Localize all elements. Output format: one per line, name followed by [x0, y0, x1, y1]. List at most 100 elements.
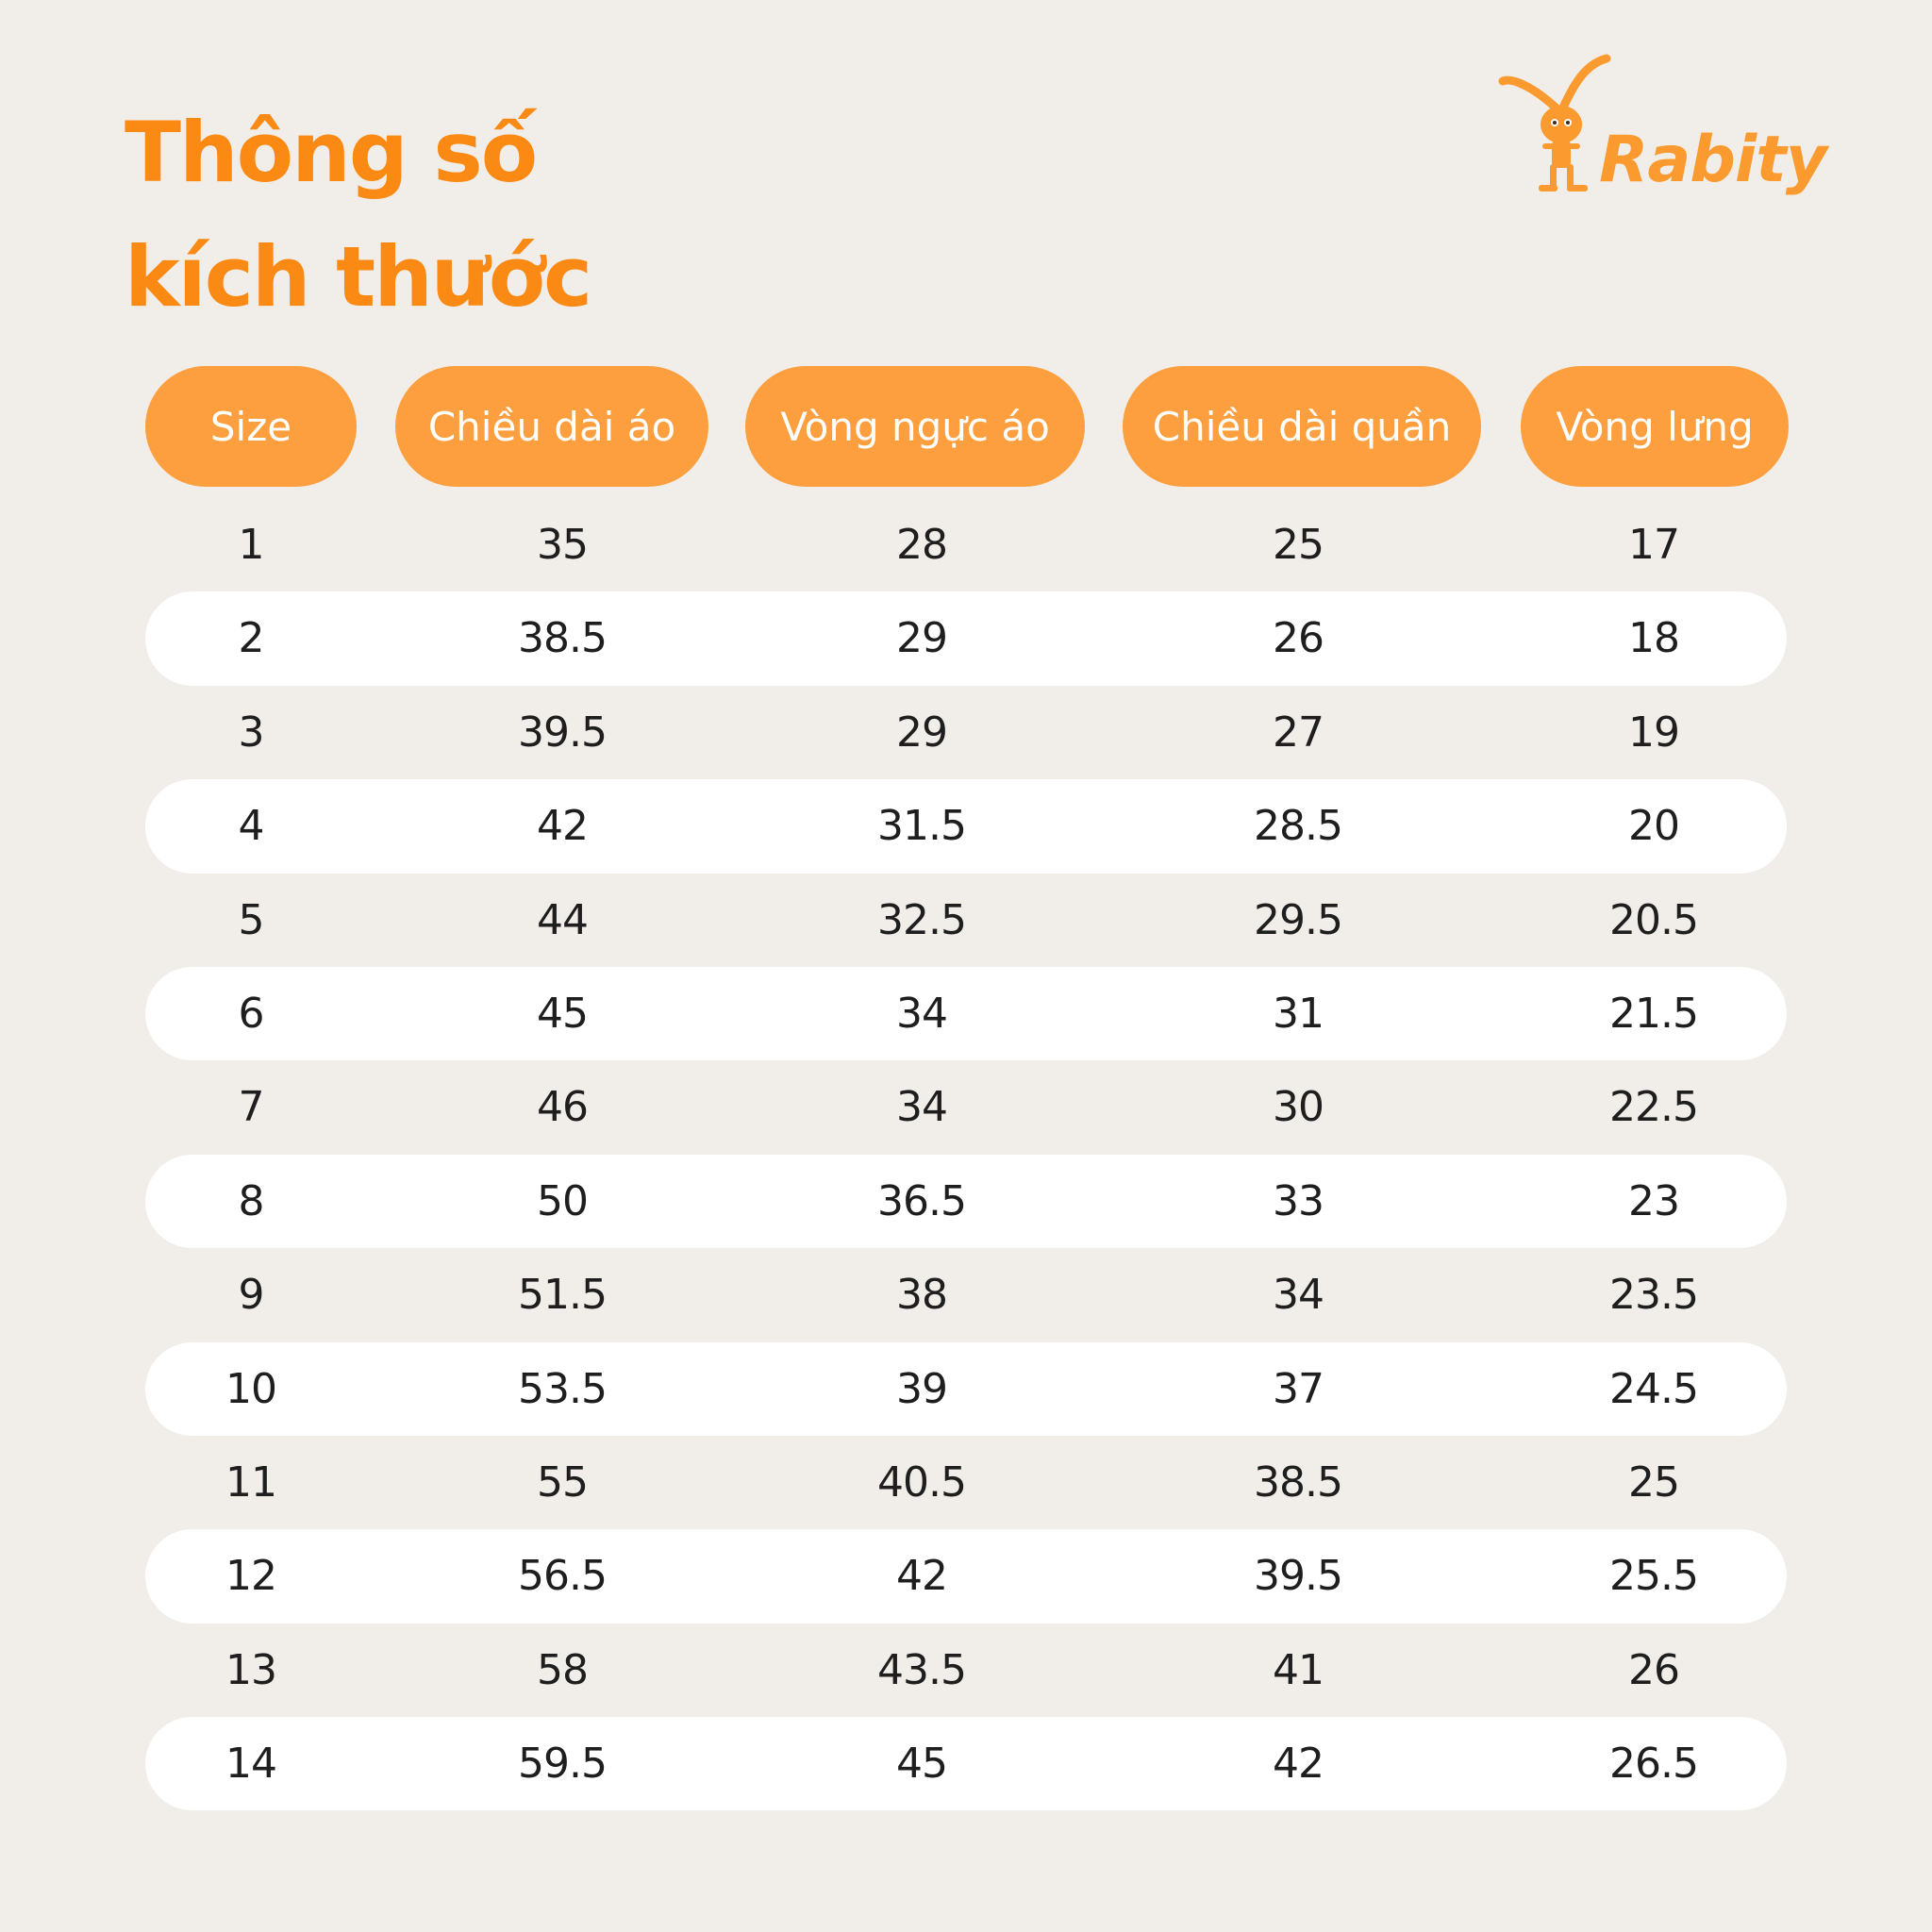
- pants-length-cell: 28.5: [1254, 802, 1343, 851]
- shirt-length-cell: 38.5: [518, 614, 608, 663]
- row-band: [145, 498, 1787, 591]
- size-cell: 7: [238, 1083, 265, 1132]
- table-row: 2 38.5 29 26 18: [0, 591, 1932, 686]
- table-row: 8 50 36.5 33 23: [0, 1154, 1932, 1249]
- table-row: 10 53.5 39 37 24.5: [0, 1341, 1932, 1436]
- chest-cell: 40.5: [877, 1457, 967, 1507]
- shirt-length-cell: 51.5: [518, 1271, 608, 1320]
- waist-cell: 23: [1628, 1176, 1680, 1225]
- size-cell: 11: [225, 1457, 277, 1507]
- row-band: [145, 874, 1787, 967]
- shirt-length-cell: 56.5: [518, 1552, 608, 1601]
- waist-cell: 20: [1628, 802, 1680, 851]
- pants-length-cell: 33: [1273, 1176, 1324, 1225]
- size-cell: 9: [238, 1271, 265, 1320]
- table-row: 6 45 34 31 21.5: [0, 966, 1932, 1061]
- chest-cell: 31.5: [877, 802, 967, 851]
- shirt-length-cell: 46: [537, 1083, 589, 1132]
- waist-cell: 19: [1628, 708, 1680, 757]
- row-band: [145, 966, 1787, 1061]
- chest-cell: 34: [896, 989, 948, 1038]
- pants-length-cell: 38.5: [1254, 1457, 1343, 1507]
- waist-cell: 26: [1628, 1645, 1680, 1694]
- shirt-length-cell: 45: [537, 989, 589, 1038]
- pants-length-cell: 39.5: [1254, 1552, 1343, 1601]
- size-cell: 13: [225, 1645, 277, 1694]
- table-row: 7 46 34 30 22.5: [0, 1060, 1932, 1154]
- pants-length-cell: 31: [1273, 989, 1324, 1038]
- chest-cell: 32.5: [877, 895, 967, 944]
- chest-cell: 42: [896, 1552, 948, 1601]
- row-band: [145, 1060, 1787, 1154]
- table-row: 1 35 28 25 17: [0, 498, 1932, 591]
- size-cell: 4: [238, 802, 265, 851]
- size-cell: 8: [238, 1176, 265, 1225]
- row-band: [145, 1529, 1787, 1624]
- waist-cell: 23.5: [1609, 1271, 1699, 1320]
- table-row: 12 56.5 42 39.5 25.5: [0, 1529, 1932, 1624]
- table-row: 13 58 43.5 41 26: [0, 1624, 1932, 1717]
- chest-cell: 39: [896, 1364, 948, 1413]
- rabbit-mascot-icon: [1498, 54, 1611, 192]
- row-band: [145, 779, 1787, 874]
- size-cell: 5: [238, 895, 265, 944]
- shirt-length-cell: 44: [537, 895, 589, 944]
- header-size: Size: [145, 366, 357, 487]
- waist-cell: 18: [1628, 614, 1680, 663]
- size-cell: 1: [238, 521, 265, 569]
- table-row: 11 55 40.5 38.5 25: [0, 1436, 1932, 1529]
- pants-length-cell: 25: [1273, 521, 1324, 569]
- pants-length-cell: 29.5: [1254, 895, 1343, 944]
- chest-cell: 38: [896, 1271, 948, 1320]
- row-band: [145, 1341, 1787, 1436]
- shirt-length-cell: 55: [537, 1457, 589, 1507]
- chest-cell: 28: [896, 521, 948, 569]
- waist-cell: 21.5: [1609, 989, 1699, 1038]
- size-cell: 3: [238, 708, 265, 757]
- header-chest: Vòng ngực áo: [745, 366, 1085, 487]
- header-waist: Vòng lưng: [1521, 366, 1789, 487]
- pants-length-cell: 41: [1273, 1645, 1324, 1694]
- size-cell: 2: [238, 614, 265, 663]
- header-shirt-length: Chiều dài áo: [395, 366, 708, 487]
- size-cell: 12: [225, 1552, 277, 1601]
- row-band: [145, 1436, 1787, 1529]
- waist-cell: 22.5: [1609, 1083, 1699, 1132]
- waist-cell: 25: [1628, 1457, 1680, 1507]
- brand-logo: Rabity: [1495, 49, 1827, 200]
- size-cell: 14: [225, 1740, 277, 1789]
- row-band: [145, 1624, 1787, 1717]
- table-row: 14 59.5 45 42 26.5: [0, 1717, 1932, 1811]
- shirt-length-cell: 58: [537, 1645, 589, 1694]
- waist-cell: 17: [1628, 521, 1680, 569]
- chest-cell: 29: [896, 614, 948, 663]
- size-cell: 6: [238, 989, 265, 1038]
- chest-cell: 43.5: [877, 1645, 967, 1694]
- row-band: [145, 1248, 1787, 1341]
- pants-length-cell: 34: [1273, 1271, 1324, 1320]
- pants-length-cell: 42: [1273, 1740, 1324, 1789]
- size-cell: 10: [225, 1364, 277, 1413]
- row-band: [145, 1717, 1787, 1811]
- page-title-line-1: Thông số: [125, 104, 538, 201]
- shirt-length-cell: 50: [537, 1176, 589, 1225]
- waist-cell: 25.5: [1609, 1552, 1699, 1601]
- waist-cell: 26.5: [1609, 1740, 1699, 1789]
- shirt-length-cell: 39.5: [518, 708, 608, 757]
- row-band: [145, 686, 1787, 779]
- pants-length-cell: 27: [1273, 708, 1324, 757]
- page-title-line-2: kích thước: [125, 228, 592, 325]
- shirt-length-cell: 53.5: [518, 1364, 608, 1413]
- chest-cell: 29: [896, 708, 948, 757]
- pants-length-cell: 26: [1273, 614, 1324, 663]
- pants-length-cell: 37: [1273, 1364, 1324, 1413]
- chest-cell: 34: [896, 1083, 948, 1132]
- shirt-length-cell: 59.5: [518, 1740, 608, 1789]
- chest-cell: 36.5: [877, 1176, 967, 1225]
- waist-cell: 20.5: [1609, 895, 1699, 944]
- brand-logo-text: Rabity: [1599, 123, 1827, 197]
- waist-cell: 24.5: [1609, 1364, 1699, 1413]
- row-band: [145, 591, 1787, 686]
- table-header: Size Chiều dài áo Vòng ngực áo Chiều dài…: [0, 366, 1932, 487]
- table-row: 3 39.5 29 27 19: [0, 686, 1932, 779]
